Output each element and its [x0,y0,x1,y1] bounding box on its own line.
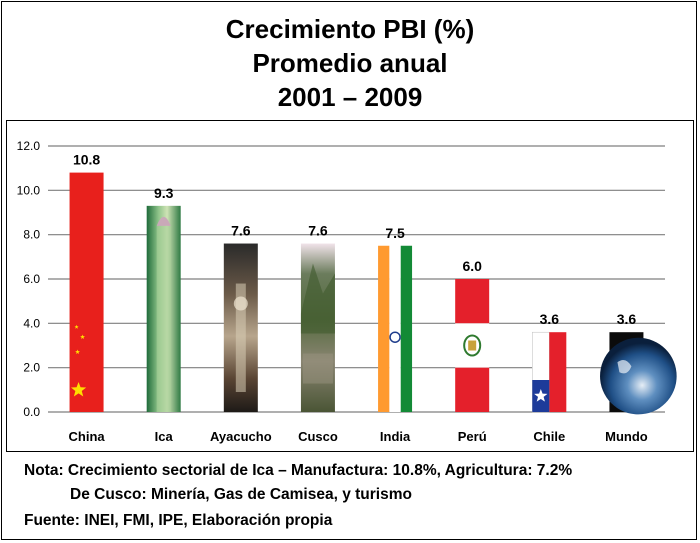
data-label: 6.0 [462,258,482,274]
bar-cusco [300,243,335,412]
chart-title-line-1: Crecimiento PBI (%) [225,14,475,44]
bar-ica [146,205,181,412]
note-line-2: De Cusco: Minería, Gas de Camisea, y tur… [70,486,412,503]
x-tick-label: Cusco [298,429,338,444]
note-line-1: Nota: Crecimiento sectorial de Ica – Man… [24,462,573,479]
data-label: 10.8 [73,152,100,168]
y-tick-label: 4.0 [23,316,40,330]
y-tick-label: 0.0 [23,405,40,419]
x-tick-label: Mundo [605,429,648,444]
bar-mundo [600,332,677,415]
x-tick-label: Ayacucho [210,429,272,444]
y-tick-label: 8.0 [23,228,40,242]
bar-chile [532,331,567,413]
chart-title-line-3: 2001 – 2009 [277,82,423,112]
x-tick-label: Chile [533,429,565,444]
data-label: 3.6 [540,311,560,327]
data-label: 7.6 [231,223,251,239]
source-line: Fuente: INEI, FMI, IPE, Elaboración prop… [24,512,333,529]
y-tick-label: 10.0 [17,183,41,197]
data-label: 9.3 [154,185,174,201]
y-tick-label: 6.0 [23,272,40,286]
bar-china [69,172,104,412]
data-label: 3.6 [617,311,637,327]
y-tick-label: 12.0 [17,139,41,153]
data-label: 7.5 [385,225,405,241]
chart-title-line-2: Promedio anual [252,48,448,78]
bar-chart: 0.0 2.0 4.0 6.0 8.0 10.0 12.0 10.8 China 9.3 Ica 7.… [17,139,677,444]
x-tick-label: China [69,429,106,444]
x-tick-label: Ica [155,429,174,444]
bar-per [455,279,490,412]
bar-india [378,245,413,412]
x-tick-label: India [380,429,411,444]
plot-area-frame [6,120,694,452]
data-label: 7.6 [308,223,328,239]
y-tick-label: 2.0 [23,361,40,375]
x-tick-label: Perú [458,429,487,444]
bar-ayacucho [223,243,258,412]
